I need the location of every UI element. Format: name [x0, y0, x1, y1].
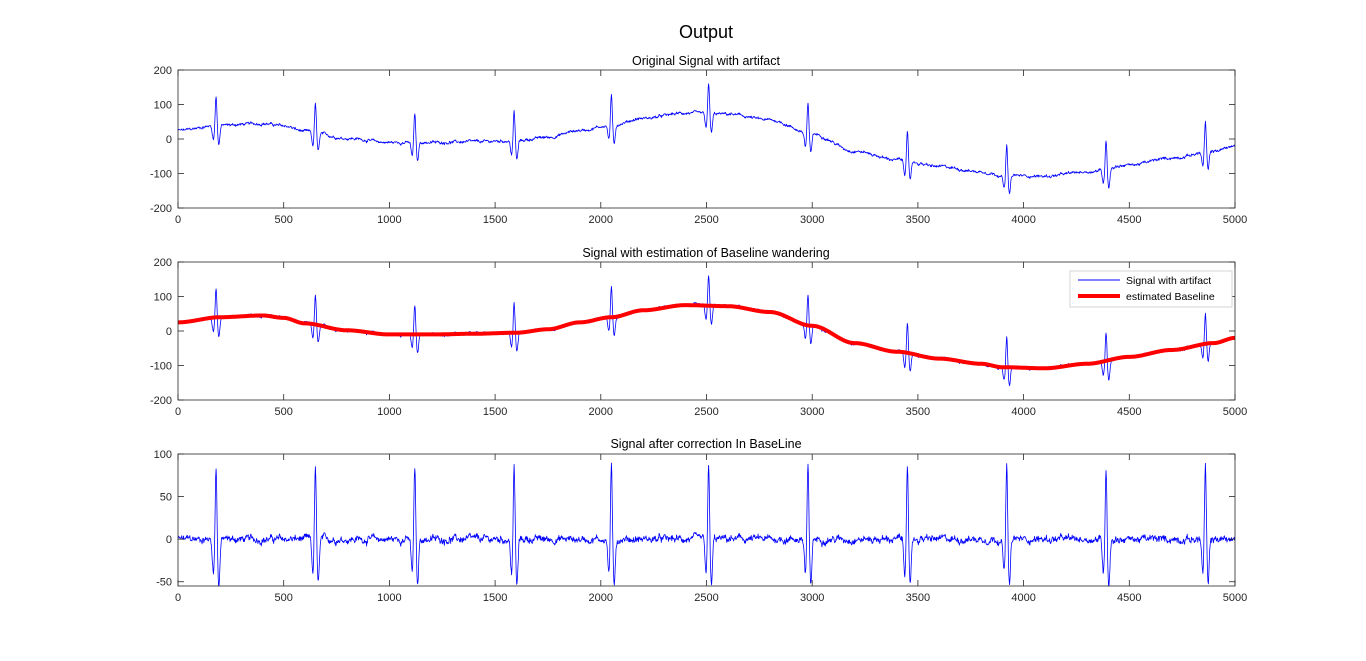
x-tick-label: 3500 — [906, 214, 930, 226]
x-tick-label: 1000 — [377, 406, 401, 418]
y-tick-label: 0 — [166, 534, 172, 546]
x-tick-label: 0 — [175, 406, 181, 418]
y-tick-label: -50 — [156, 577, 172, 589]
x-tick-label: 3500 — [906, 592, 930, 604]
x-tick-label: 1500 — [483, 406, 507, 418]
axes-title: Original Signal with artifact — [632, 54, 781, 68]
y-tick-label: 200 — [154, 257, 172, 269]
x-tick-label: 4000 — [1011, 592, 1035, 604]
y-tick-label: 50 — [160, 492, 172, 504]
y-tick-label: 100 — [154, 292, 172, 304]
x-tick-label: 2000 — [589, 214, 613, 226]
axes-title: Signal with estimation of Baseline wande… — [582, 246, 829, 260]
x-tick-label: 500 — [275, 214, 293, 226]
x-tick-label: 3000 — [800, 214, 824, 226]
legend-label-signal: Signal with artifact — [1126, 275, 1211, 287]
x-tick-label: 4500 — [1117, 592, 1141, 604]
y-tick-label: -100 — [150, 169, 172, 181]
x-tick-label: 4500 — [1117, 406, 1141, 418]
y-tick-label: 0 — [166, 134, 172, 146]
y-tick-label: 100 — [154, 449, 172, 461]
axes-baseline-estimation: Signal with estimation of Baseline wande… — [150, 246, 1247, 418]
x-tick-label: 500 — [275, 406, 293, 418]
x-tick-label: 500 — [275, 592, 293, 604]
legend-label-baseline: estimated Baseline — [1126, 291, 1215, 303]
figure-title: Output — [679, 22, 733, 42]
x-tick-label: 4500 — [1117, 214, 1141, 226]
y-tick-label: -200 — [150, 395, 172, 407]
x-tick-label: 2500 — [694, 214, 718, 226]
x-tick-label: 0 — [175, 214, 181, 226]
x-tick-label: 2500 — [694, 592, 718, 604]
x-tick-label: 0 — [175, 592, 181, 604]
axes-title: Signal after correction In BaseLine — [610, 437, 801, 451]
y-tick-label: -100 — [150, 361, 172, 373]
axes-corrected-signal: Signal after correction In BaseLine 0500… — [154, 437, 1248, 604]
y-tick-label: 200 — [154, 65, 172, 77]
y-tick-label: 100 — [154, 100, 172, 112]
x-tick-label: 4000 — [1011, 406, 1035, 418]
x-tick-label: 3000 — [800, 592, 824, 604]
x-tick-label: 5000 — [1223, 592, 1247, 604]
x-tick-label: 2000 — [589, 406, 613, 418]
x-tick-label: 3000 — [800, 406, 824, 418]
x-tick-label: 5000 — [1223, 406, 1247, 418]
axes-original-signal: Original Signal with artifact 0500100015… — [150, 54, 1247, 226]
x-tick-label: 1500 — [483, 214, 507, 226]
legend: Signal with artifact estimated Baseline — [1070, 271, 1232, 307]
x-tick-label: 3500 — [906, 406, 930, 418]
x-tick-label: 1000 — [377, 214, 401, 226]
x-tick-label: 1500 — [483, 592, 507, 604]
x-tick-label: 5000 — [1223, 214, 1247, 226]
x-tick-label: 2500 — [694, 406, 718, 418]
x-tick-label: 1000 — [377, 592, 401, 604]
x-tick-label: 2000 — [589, 592, 613, 604]
x-tick-label: 4000 — [1011, 214, 1035, 226]
y-tick-label: -200 — [150, 203, 172, 215]
y-tick-label: 0 — [166, 326, 172, 338]
